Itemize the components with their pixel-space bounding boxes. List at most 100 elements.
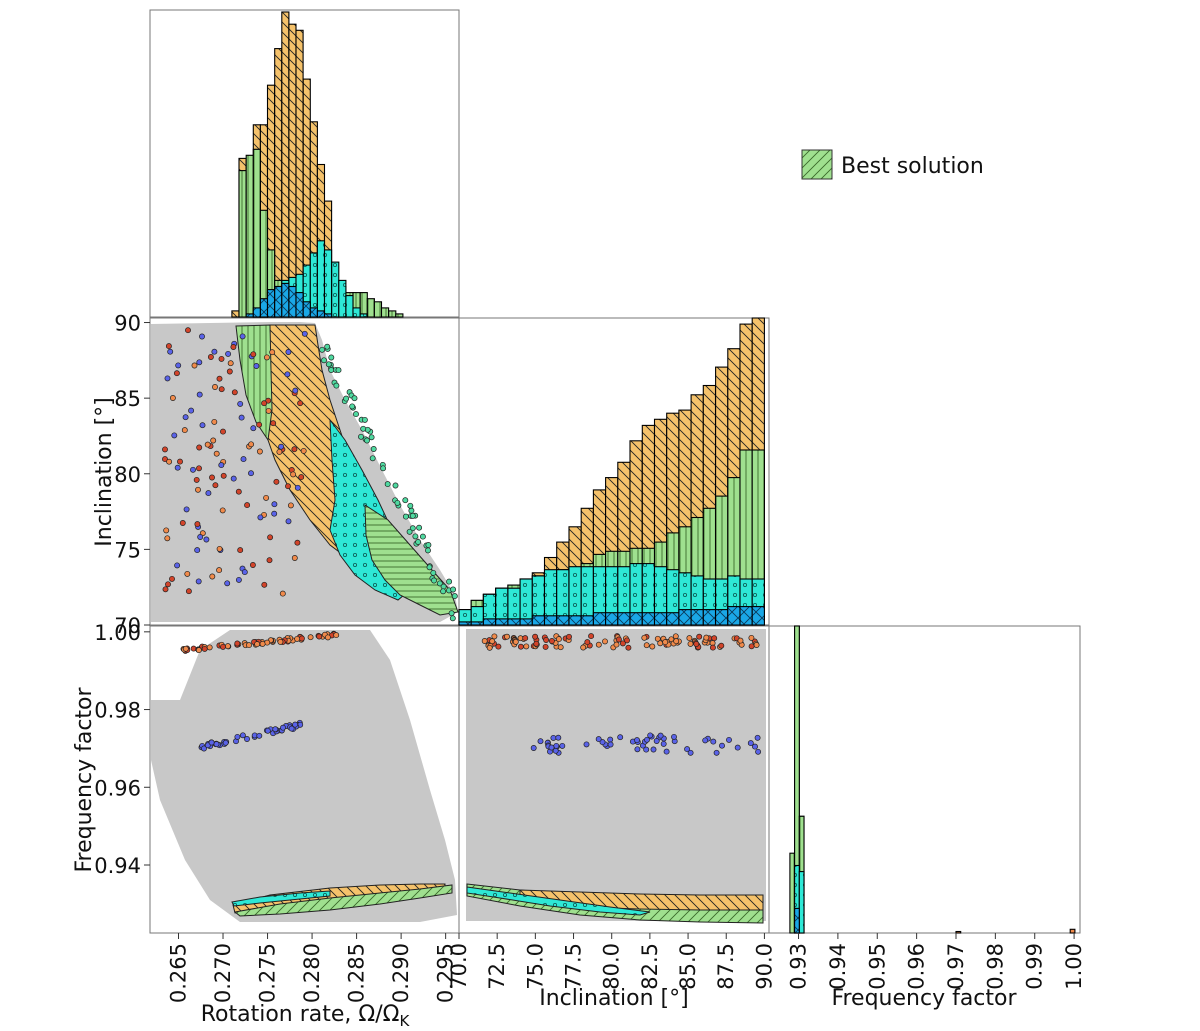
- hist-rotation-bar-teal-15: [338, 279, 347, 318]
- histogram-frequency: [789, 625, 1076, 934]
- histogram-rotation: [231, 11, 404, 318]
- point-outlier-37: [218, 355, 225, 362]
- point-edge-5: [436, 580, 443, 587]
- point-outlier-54: [183, 506, 190, 513]
- point-mid-freq-38: [256, 732, 263, 739]
- xtick-rotation-0.280: 0.280: [300, 943, 324, 1003]
- point-high-freq-76: [753, 642, 760, 648]
- point-outlier-87: [244, 502, 251, 509]
- point-edge-15: [358, 433, 364, 440]
- hist-inclination-bar-blue-9: [568, 615, 582, 626]
- hist-rotation-bar-teal-14: [331, 261, 340, 318]
- hist-inclination-bar-blue-14: [629, 612, 643, 626]
- point-edge-14: [368, 434, 375, 441]
- hist-inclination-bar-blue-0: [458, 621, 472, 626]
- legend-swatch-best-solution: [801, 149, 833, 180]
- point-edge-59: [406, 528, 413, 535]
- point-high-freq-81: [711, 635, 718, 642]
- point-edge-2: [319, 346, 326, 353]
- point-high-freq-64: [523, 643, 530, 650]
- point-outlier-69: [249, 562, 256, 568]
- point-outlier-56: [165, 581, 171, 588]
- point-high-freq-57: [277, 638, 284, 645]
- hist-inclination-bar-teal-5: [519, 578, 533, 626]
- xtick-frequency-1.00: 1.00: [1062, 943, 1086, 990]
- point-mid-freq-32: [754, 734, 761, 741]
- point-high-freq-67: [624, 637, 630, 644]
- band-green-bottom: [233, 884, 453, 917]
- point-outlier-71: [191, 362, 198, 369]
- point-edge-13: [425, 547, 431, 554]
- point-outlier-114: [164, 535, 171, 542]
- scatter-rotation-frequency: [151, 630, 457, 922]
- hist-inclination-bar-blue-2: [482, 618, 497, 626]
- hist-rotation-bar-teal-18: [359, 313, 368, 318]
- point-high-freq-51: [234, 640, 241, 647]
- hist-rotation-bar-blue-6: [274, 285, 283, 318]
- hist-inclination-bar-blue-4: [507, 618, 521, 626]
- point-outlier-100: [235, 576, 242, 583]
- point-edge-24: [430, 569, 437, 576]
- point-mid-freq-43: [280, 724, 286, 731]
- point-high-freq-106: [512, 638, 519, 645]
- point-high-freq-71: [504, 633, 510, 640]
- hist-rotation-bar-orange-6: [274, 48, 283, 318]
- point-outlier-49: [278, 443, 285, 450]
- hist-frequency-minor-bar-0: [955, 930, 962, 934]
- ytick-frequency-1.00: 1.00: [94, 621, 141, 645]
- hist-inclination-bar-blue-20: [702, 609, 717, 626]
- point-outlier-50: [298, 474, 305, 481]
- xtick-frequency-0.93: 0.93: [787, 943, 811, 990]
- point-mid-freq-41: [213, 741, 220, 748]
- point-high-freq-61: [316, 633, 323, 640]
- point-high-freq-93: [673, 638, 680, 645]
- hist-rotation-bar-orange-0: [231, 310, 240, 318]
- hist-inclination-bar-blue-15: [641, 612, 656, 626]
- point-mid-freq-21: [755, 748, 762, 755]
- point-outlier-9: [185, 588, 192, 595]
- point-outlier-21: [291, 555, 298, 561]
- xtick-frequency-0.95: 0.95: [865, 943, 889, 990]
- point-outlier-23: [212, 384, 218, 390]
- point-outlier-51: [267, 534, 274, 541]
- point-outlier-128: [301, 330, 308, 337]
- legend: Best solution: [801, 149, 984, 180]
- point-high-freq-15: [517, 643, 524, 650]
- hist-frequency-bar-blue-1: [794, 907, 800, 934]
- hist-inclination-bar-blue-21: [715, 609, 729, 626]
- point-edge-35: [409, 512, 416, 519]
- point-high-freq-92: [580, 644, 587, 651]
- point-high-freq-63: [307, 634, 314, 641]
- point-edge-34: [361, 416, 368, 423]
- point-edge-50: [394, 499, 401, 506]
- point-outlier-16: [219, 507, 226, 514]
- point-edge-53: [415, 539, 422, 545]
- point-outlier-73: [184, 570, 191, 577]
- hist-rotation-bar-teal-16: [345, 295, 354, 318]
- hist-rotation-bar-light_green-2: [245, 154, 254, 318]
- point-outlier-123: [195, 578, 202, 585]
- point-edge-41: [370, 446, 377, 452]
- hist-rotation-bar-blue-9: [295, 292, 304, 318]
- xtick-inclination-85.0: 85.0: [676, 943, 700, 990]
- point-outlier-93: [241, 569, 248, 576]
- hist-inclination-bar-blue-5: [519, 618, 533, 626]
- point-outlier-14: [253, 363, 260, 369]
- xtick-inclination-75.0: 75.0: [523, 943, 547, 990]
- point-edge-39: [325, 361, 332, 368]
- point-high-freq-75: [557, 644, 564, 651]
- point-outlier-41: [285, 349, 292, 355]
- hist-frequency-minor-bar-1: [1069, 928, 1076, 934]
- point-outlier-127: [164, 375, 171, 382]
- hist-rotation-bar-light_green-23: [395, 313, 404, 318]
- point-edge-46: [402, 513, 409, 520]
- point-high-freq-65: [246, 642, 252, 649]
- point-outlier-61: [173, 370, 180, 377]
- hist-rotation-bar-light_green-18: [359, 292, 368, 318]
- point-mid-freq-18: [607, 736, 614, 743]
- point-outlier-42: [188, 407, 195, 414]
- point-mid-freq-37: [239, 732, 246, 739]
- point-edge-66: [416, 524, 423, 531]
- ytick-inclination-80: 80: [114, 463, 141, 487]
